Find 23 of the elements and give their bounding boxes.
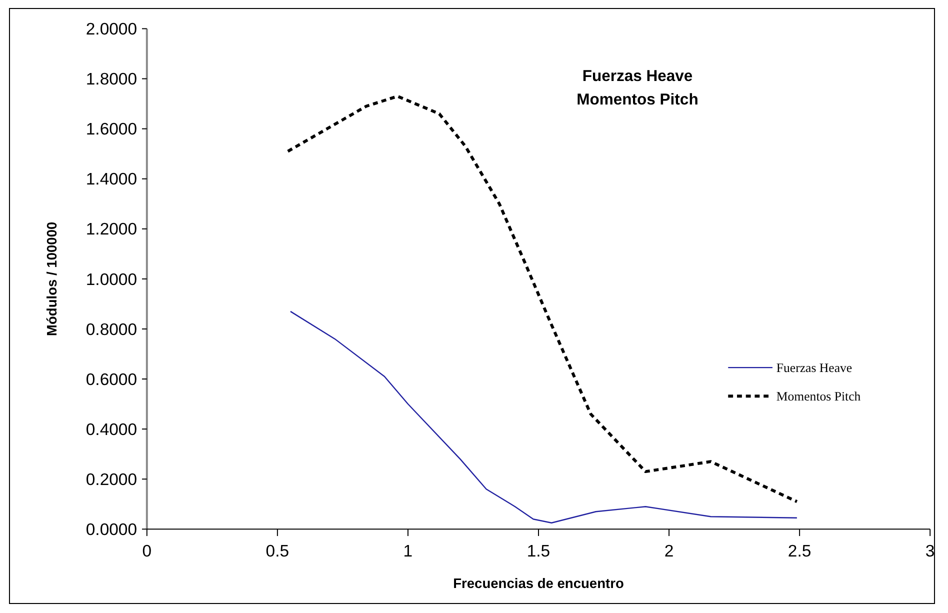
legend-label: Momentos Pitch: [776, 390, 862, 404]
x-tick-label: 2.5: [788, 542, 812, 561]
y-tick-label: 0.8000: [86, 320, 138, 339]
y-tick-label: 0.4000: [86, 420, 138, 439]
y-axis-title: Módulos / 100000: [44, 222, 60, 336]
y-tick-label: 1.4000: [86, 170, 138, 189]
y-tick-label: 1.2000: [86, 220, 138, 239]
x-tick-label: 2: [664, 542, 674, 561]
y-tick-label: 2.0000: [86, 20, 138, 39]
x-tick-label: 3: [925, 542, 935, 561]
y-tick-label: 0.2000: [86, 470, 138, 489]
y-tick-label: 0.0000: [86, 520, 138, 539]
legend-label: Fuerzas Heave: [776, 361, 852, 376]
text: Fuerzas Heave Momentos Pitch: [576, 68, 698, 109]
x-tick-label: 1.5: [526, 542, 550, 561]
x-axis-title: Frecuencias de encuentro: [453, 576, 624, 592]
x-tick-label: 0.5: [266, 542, 290, 561]
x-tick-label: 0: [142, 542, 152, 561]
x-tick-label: 1: [403, 542, 413, 561]
y-tick-label: 0.6000: [86, 370, 138, 389]
y-tick-label: 1.8000: [86, 70, 138, 89]
y-tick-label: 1.6000: [86, 120, 138, 139]
y-tick-label: 1.0000: [86, 270, 138, 289]
